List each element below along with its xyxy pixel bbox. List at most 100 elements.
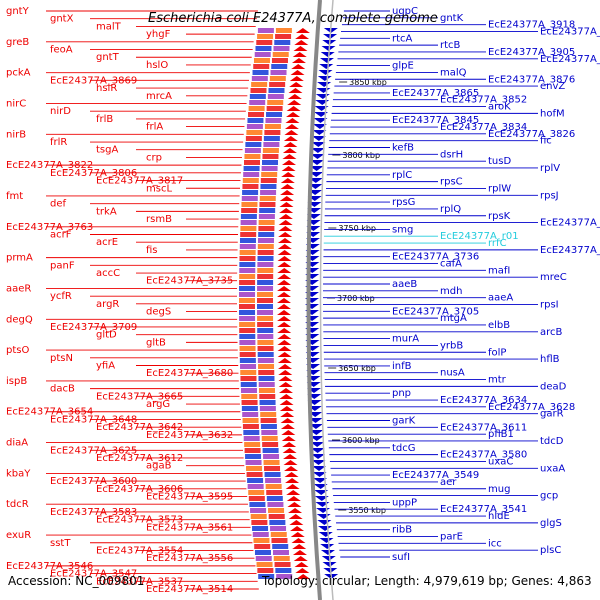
gene-label: uxaC — [488, 456, 513, 467]
feature-block — [239, 250, 256, 255]
right-strand-arrow — [311, 142, 326, 147]
gene-label: EcE24377A_3611 — [440, 422, 527, 433]
feature-block — [260, 418, 277, 423]
map-title: Escherichia coli E24377A, complete genom… — [148, 11, 438, 26]
feature-block — [258, 376, 275, 381]
gene-label: EcE24377A_3634 — [440, 395, 527, 406]
gene-label: gntY — [6, 6, 30, 17]
summary-text: Topology: circular; Length: 4,979,619 bp… — [261, 574, 592, 588]
gene-label: trkA — [96, 206, 117, 217]
gene-label: EcE24377A_3573 — [96, 515, 183, 526]
feature-block — [260, 412, 277, 417]
left-strand-arrow — [290, 526, 305, 531]
feature-block — [254, 52, 271, 57]
feature-block — [244, 154, 261, 159]
feature-block — [239, 280, 256, 285]
gene-label: EcE24377A_3845 — [392, 115, 479, 126]
gene-label: EcE24377A_3514 — [146, 584, 233, 595]
gene-label: EcE24377A_3625 — [50, 445, 137, 456]
left-strand-arrow — [292, 550, 307, 555]
feature-block — [251, 82, 268, 87]
feature-block — [273, 556, 290, 561]
feature-block — [264, 124, 281, 129]
gene-label: EcE24377A_3541 — [440, 504, 527, 515]
left-strand-arrow — [282, 154, 297, 159]
left-strand-arrow — [290, 70, 305, 75]
feature-block — [240, 220, 257, 225]
right-strand-arrow — [310, 442, 325, 447]
feature-block — [251, 520, 268, 525]
feature-block — [240, 364, 257, 369]
feature-block — [267, 100, 284, 105]
left-strand-arrow — [286, 112, 301, 117]
feature-block — [261, 430, 278, 435]
feature-block — [258, 220, 275, 225]
left-strand-arrow — [295, 568, 310, 573]
feature-block — [249, 502, 266, 507]
right-strand-arrow — [310, 160, 325, 165]
left-strand-arrow — [286, 490, 301, 495]
feature-block — [259, 400, 276, 405]
right-strand-arrow — [318, 70, 333, 75]
gene-label: elbB — [488, 320, 510, 331]
left-strand-arrow — [277, 310, 292, 315]
gene-label: aroK — [488, 102, 511, 113]
feature-block — [264, 472, 281, 477]
left-strand-arrow — [278, 376, 293, 381]
left-strand-arrow — [295, 34, 310, 39]
left-strand-arrow — [292, 544, 307, 549]
gene-label: agaB — [146, 461, 172, 472]
gene-label: EcE24377A_3865 — [392, 88, 479, 99]
feature-block — [256, 562, 273, 567]
gene-label: mreC — [540, 272, 567, 283]
feature-block — [252, 532, 269, 537]
left-strand-arrow — [284, 466, 299, 471]
feature-block — [239, 352, 256, 357]
feature-block — [242, 184, 259, 189]
gene-label: EcE24377A_3642 — [96, 422, 183, 433]
feature-block — [240, 370, 257, 375]
right-strand-arrow — [319, 64, 334, 69]
left-strand-arrow — [277, 334, 292, 339]
right-strand-arrow — [311, 136, 326, 141]
feature-block — [242, 412, 259, 417]
feature-block — [241, 196, 258, 201]
gene-label: rsmB — [146, 214, 172, 225]
feature-block — [239, 262, 256, 267]
feature-block — [262, 448, 279, 453]
right-strand-arrow — [313, 118, 328, 123]
gene-label: accC — [96, 268, 120, 279]
feature-block — [257, 316, 274, 321]
feature-block — [246, 130, 263, 135]
gene-label: EcE24377A_3600 — [50, 476, 137, 487]
gene-label: EcE24377A_r01 — [440, 231, 519, 242]
feature-block — [245, 136, 262, 141]
gene-label: EcE24377A_3556 — [146, 553, 233, 564]
right-strand-arrow — [317, 520, 332, 525]
feature-block — [242, 190, 259, 195]
feature-block — [258, 382, 275, 387]
feature-block — [249, 94, 266, 99]
gene-label: EcE24377A_3583 — [50, 507, 137, 518]
feature-block — [268, 514, 285, 519]
feature-block — [250, 88, 267, 93]
feature-block — [240, 388, 257, 393]
feature-block — [262, 154, 279, 159]
left-strand-arrow — [280, 418, 295, 423]
feature-block — [239, 346, 256, 351]
left-strand-arrow — [277, 298, 292, 303]
gene-labels: gntY gntX malT yhgF greB feoA gntT hslO pckA EcE2… — [6, 6, 600, 595]
right-strand-arrow — [312, 472, 327, 477]
gene-label: rrfC — [488, 238, 507, 249]
feature-block — [240, 226, 257, 231]
feature-block — [264, 130, 281, 135]
left-strand-arrow — [278, 220, 293, 225]
feature-block — [263, 454, 280, 459]
left-strand-arrow — [285, 478, 300, 483]
feature-block — [256, 40, 273, 45]
feature-block — [247, 478, 264, 483]
left-strand-arrow — [284, 124, 299, 129]
gene-label: degS — [146, 307, 171, 318]
feature-bands — [239, 28, 339, 579]
right-strand-arrow — [311, 460, 326, 465]
